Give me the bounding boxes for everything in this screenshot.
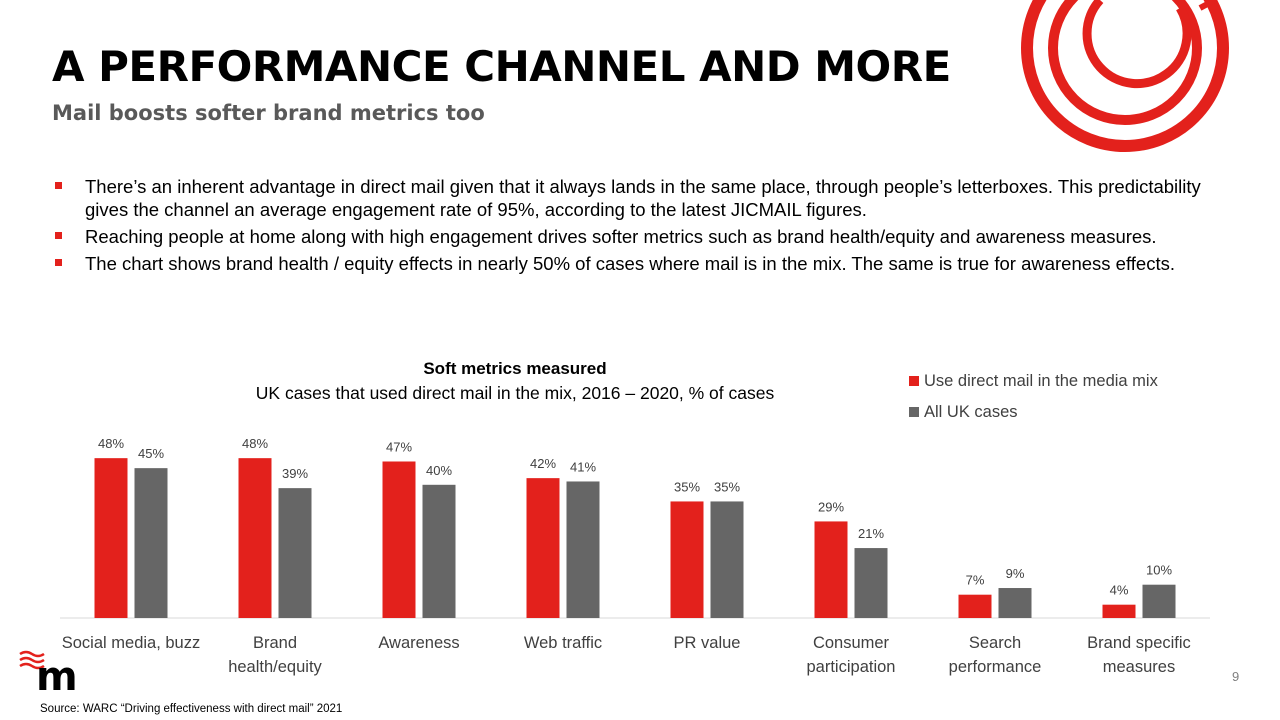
brand-rings-logo-icon: [1021, 0, 1229, 152]
category-label: Brand: [253, 634, 297, 652]
category-label: performance: [949, 658, 1042, 676]
bar-all-uk-0: [134, 468, 168, 618]
bar-all-uk-5: [854, 548, 888, 618]
legend-label: All UK cases: [924, 403, 1018, 421]
bullet-text: Reaching people at home along with high …: [85, 226, 1157, 247]
mail-m-logo-icon: m: [19, 650, 78, 693]
category-label: Social media, buzz: [62, 634, 201, 652]
data-label: 4%: [1110, 583, 1129, 598]
bar-direct-mail-5: [814, 521, 848, 618]
data-label: 41%: [570, 459, 596, 474]
bar-all-uk-1: [278, 488, 312, 618]
category-labels-group: Social media, buzz Brand health/equity Awar…: [62, 634, 1191, 676]
category-label: measures: [1103, 658, 1175, 676]
bar-direct-mail-6: [958, 594, 992, 618]
data-label: 7%: [966, 573, 985, 588]
bar-all-uk-6: [998, 588, 1032, 618]
category-label: Consumer: [813, 634, 890, 652]
bullet-item: There’s an inherent advantage in direct …: [55, 175, 1230, 221]
bar-direct-mail-3: [526, 478, 560, 618]
legend-swatch: [909, 376, 919, 386]
bullet-marker-icon: [55, 232, 62, 239]
data-label: 47%: [386, 439, 412, 454]
category-label: PR value: [674, 634, 741, 652]
data-label: 42%: [530, 456, 556, 471]
data-label: 21%: [858, 526, 884, 541]
data-label: 48%: [98, 436, 124, 451]
page-title: A PERFORMANCE CHANNEL AND MORE: [52, 42, 951, 91]
data-label: 45%: [138, 446, 164, 461]
bullet-item: The chart shows brand health / equity ef…: [55, 252, 1230, 275]
page-subtitle: Mail boosts softer brand metrics too: [52, 101, 485, 125]
bar-direct-mail-4: [670, 501, 704, 618]
bar-all-uk-3: [566, 481, 600, 618]
bars-group: [94, 458, 1176, 618]
page-number: 9: [1232, 669, 1240, 684]
legend-swatch: [909, 407, 919, 417]
bullet-text: There’s an inherent advantage in direct …: [85, 176, 1201, 220]
bar-all-uk-7: [1142, 584, 1176, 618]
bar-direct-mail-1: [238, 458, 272, 618]
chart-subtitle: UK cases that used direct mail in the mi…: [256, 383, 775, 403]
category-label: Awareness: [378, 634, 459, 652]
data-label: 35%: [674, 479, 700, 494]
source-note: Source: WARC “Driving effectiveness with…: [40, 703, 343, 715]
category-label: health/equity: [228, 658, 322, 676]
chart-legend: Use direct mail in the media mix All UK c…: [909, 372, 1159, 421]
category-label: Brand specific: [1087, 634, 1191, 652]
bullet-text: The chart shows brand health / equity ef…: [85, 253, 1175, 274]
bar-direct-mail-0: [94, 458, 128, 618]
data-label: 29%: [818, 499, 844, 514]
bar-all-uk-2: [422, 484, 456, 618]
data-label: 35%: [714, 479, 740, 494]
data-label: 48%: [242, 436, 268, 451]
data-labels-group: 48% 45% 48% 39% 47% 40% 42% 41% 35% 35% 29% 21% 7% 9%…: [98, 436, 1172, 598]
bar-direct-mail-7: [1102, 604, 1136, 618]
data-label: 9%: [1006, 566, 1025, 581]
svg-text:m: m: [36, 654, 78, 693]
bar-all-uk-4: [710, 501, 744, 618]
category-label: Search: [969, 634, 1021, 652]
chart-title: Soft metrics measured: [423, 359, 606, 378]
data-label: 40%: [426, 463, 452, 478]
bullet-list: There’s an inherent advantage in direct …: [55, 175, 1230, 279]
category-label: participation: [807, 658, 896, 676]
legend-label: Use direct mail in the media mix: [924, 372, 1159, 390]
data-label: 10%: [1146, 563, 1172, 578]
bar-direct-mail-2: [382, 461, 416, 618]
bullet-marker-icon: [55, 182, 62, 189]
bullet-marker-icon: [55, 259, 62, 266]
bar-chart: Soft metrics measured UK cases that used…: [60, 359, 1210, 676]
data-label: 39%: [282, 466, 308, 481]
category-label: Web traffic: [524, 634, 602, 652]
bullet-item: Reaching people at home along with high …: [55, 225, 1230, 248]
